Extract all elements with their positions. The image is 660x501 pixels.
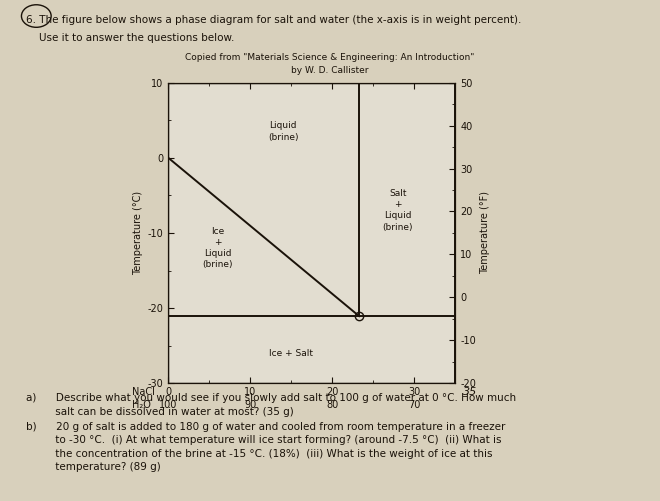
Y-axis label: Temperature (°C): Temperature (°C) <box>133 191 143 275</box>
Text: b)      20 g of salt is added to 180 g of water and cooled from room temperature: b) 20 g of salt is added to 180 g of wat… <box>26 422 506 432</box>
Text: 80: 80 <box>326 400 339 410</box>
Text: temperature? (89 g): temperature? (89 g) <box>26 462 161 472</box>
Text: Ice + Salt: Ice + Salt <box>269 349 314 358</box>
Text: the concentration of the brine at -15 °C. (18%)  (iii) What is the weight of ice: the concentration of the brine at -15 °C… <box>26 449 493 459</box>
Text: Liquid
(brine): Liquid (brine) <box>268 121 298 142</box>
Text: 20: 20 <box>326 387 339 397</box>
Text: NaCl: NaCl <box>132 387 155 397</box>
Text: 100: 100 <box>159 400 178 410</box>
Text: to -30 °C.  (i) At what temperature will ice start forming? (around -7.5 °C)  (i: to -30 °C. (i) At what temperature will … <box>26 435 502 445</box>
Text: Copied from "Materials Science & Engineering: An Introduction": Copied from "Materials Science & Enginee… <box>185 53 475 62</box>
Text: 30: 30 <box>409 387 420 397</box>
Text: by W. D. Callister: by W. D. Callister <box>291 66 369 75</box>
Text: 35: 35 <box>463 387 477 397</box>
Text: 90: 90 <box>244 400 257 410</box>
Text: 0: 0 <box>165 387 172 397</box>
Text: Salt
+
Liquid
(brine): Salt + Liquid (brine) <box>383 189 413 231</box>
Text: Use it to answer the questions below.: Use it to answer the questions below. <box>26 33 235 43</box>
Text: 6. The figure below shows a phase diagram for salt and water (the x-axis is in w: 6. The figure below shows a phase diagra… <box>26 15 522 25</box>
Y-axis label: Temperature (°F): Temperature (°F) <box>480 191 490 275</box>
Text: salt can be dissolved in water at most? (35 g): salt can be dissolved in water at most? … <box>26 407 294 417</box>
Text: a)      Describe what you would see if you slowly add salt to 100 g of water at : a) Describe what you would see if you sl… <box>26 393 517 403</box>
Text: 10: 10 <box>244 387 257 397</box>
Text: Ice
+
Liquid
(brine): Ice + Liquid (brine) <box>202 227 233 269</box>
Text: H₂O: H₂O <box>132 400 151 410</box>
Text: 70: 70 <box>408 400 420 410</box>
